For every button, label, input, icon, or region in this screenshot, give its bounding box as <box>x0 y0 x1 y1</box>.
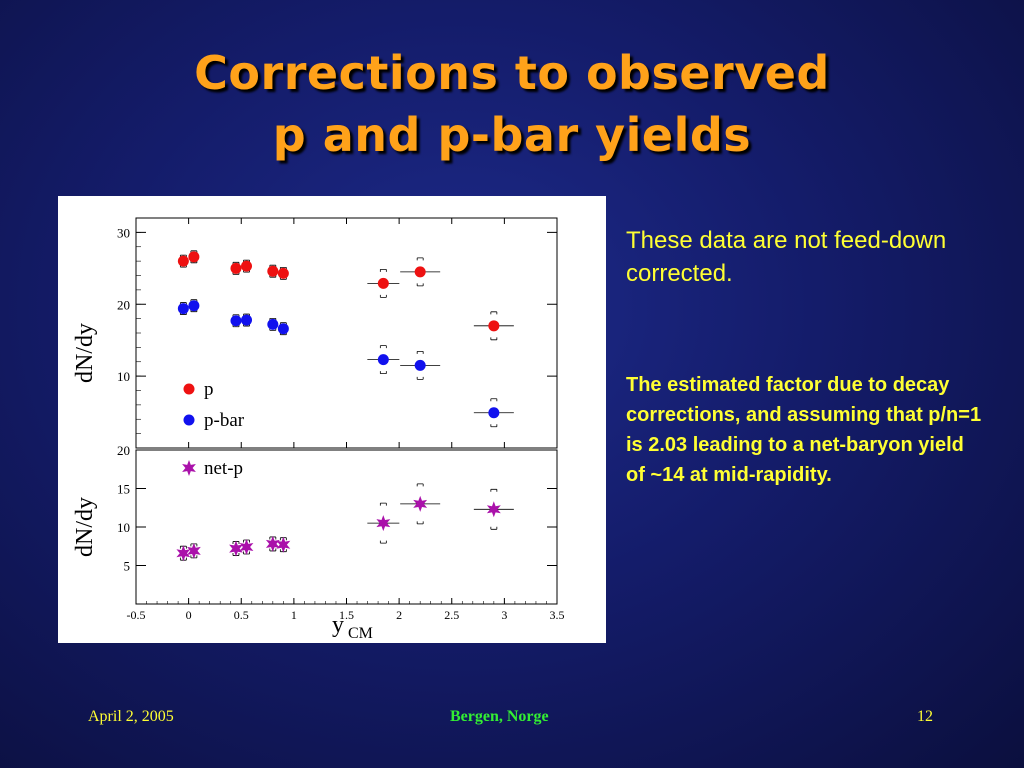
data-point-p <box>188 251 200 263</box>
systematic-error-bracket <box>232 261 240 275</box>
data-point-p-bar <box>488 407 500 419</box>
systematic-error-bracket <box>190 299 198 313</box>
legend-label-net-p: net-p <box>204 458 243 479</box>
data-point-p <box>267 265 279 277</box>
legend-marker-net-p <box>182 460 196 476</box>
systematic-error-bracket <box>243 259 250 273</box>
data-point-p-bar <box>177 303 189 315</box>
data-point-net-p <box>265 535 280 552</box>
systematic-error-bracket <box>379 269 387 298</box>
data-point-p <box>488 320 500 332</box>
feed-down-note: These data are not feed-down corrected. <box>626 227 947 287</box>
x-tick-label: -0.5 <box>127 608 146 622</box>
x-tick-label: 1.5 <box>339 608 354 622</box>
systematic-error-bracket <box>490 398 498 428</box>
y-tick-label-top: 20 <box>117 297 130 312</box>
data-point-p <box>414 266 426 278</box>
data-point-p <box>177 255 189 267</box>
data-point-net-p <box>486 501 501 518</box>
footer-page-number: 12 <box>917 708 933 725</box>
data-point-p-bar <box>377 354 389 366</box>
systematic-error-bracket <box>416 483 424 525</box>
systematic-error-bracket <box>279 266 287 280</box>
systematic-error-bracket <box>269 317 277 331</box>
x-tick-label: 2.5 <box>444 608 459 622</box>
y-tick-label-top: 10 <box>117 369 130 384</box>
y-tick-label-top: 30 <box>117 225 130 240</box>
x-axis-label: y <box>332 612 344 638</box>
systematic-error-bracket <box>490 311 498 341</box>
y-tick-label-bottom: 5 <box>124 559 131 574</box>
systematic-error-bracket <box>416 257 424 287</box>
data-point-net-p <box>239 539 254 555</box>
footer-date: April 2, 2005 <box>88 708 174 725</box>
data-point-p <box>230 262 242 274</box>
chart-panel: -0.5 0 0.5 1 1.5 2 2.5 3 3.5 10 20 30 5 10 15 20 dN/dy dN… <box>58 196 606 643</box>
data-point-net-p <box>187 542 201 559</box>
title-line-2: p and p-bar yields <box>272 108 752 162</box>
data-point-p <box>377 277 389 289</box>
systematic-error-bracket <box>279 322 287 336</box>
yield-chart: -0.5 0 0.5 1 1.5 2 2.5 3 3.5 10 20 30 5 10 15 20 dN/dy dN… <box>72 217 565 642</box>
data-point-p <box>241 260 253 272</box>
systematic-error-bracket <box>379 502 387 544</box>
x-tick-label: 3 <box>501 608 507 622</box>
systematic-error-bracket <box>416 350 424 380</box>
y-tick-label-bottom: 20 <box>117 443 130 458</box>
correction-factor-note: The estimated factor due to decay correc… <box>626 374 982 486</box>
x-tick-label: 0.5 <box>234 608 249 622</box>
systematic-error-bracket <box>190 250 198 264</box>
data-point-p-bar <box>414 359 426 371</box>
data-point-p-bar <box>188 300 200 312</box>
systematic-error-bracket <box>379 345 387 374</box>
x-tick-label: 3.5 <box>550 608 565 622</box>
slide-title: Corrections to observed p and p-bar yiel… <box>0 42 1024 166</box>
data-point-net-p <box>376 515 391 532</box>
legend-label-p: p <box>204 379 214 400</box>
y-tick-label-bottom: 15 <box>117 482 130 497</box>
bottom-panel-frame <box>135 449 558 605</box>
title-line-1: Corrections to observed <box>194 46 830 100</box>
x-tick-label: 2 <box>396 608 402 622</box>
data-point-net-p <box>176 545 191 562</box>
legend-label-p-bar: p-bar <box>204 410 245 431</box>
systematic-error-bracket <box>179 302 187 315</box>
y-tick-label-bottom: 10 <box>117 520 130 535</box>
data-point-p-bar <box>267 318 279 330</box>
legend-marker-p-bar <box>183 414 195 426</box>
data-point-p-bar <box>277 323 289 335</box>
data-point-p-bar <box>241 314 253 326</box>
data-point-net-p <box>276 536 291 553</box>
footer-venue: Bergen, Norge <box>450 708 549 725</box>
legend-marker-p <box>183 383 195 395</box>
x-tick-label: 1 <box>291 608 297 622</box>
systematic-error-bracket <box>232 314 240 328</box>
systematic-error-bracket <box>179 254 187 268</box>
systematic-error-bracket <box>490 488 498 530</box>
y-axis-label-bottom: dN/dy <box>72 497 98 557</box>
x-tick-label: 0 <box>186 608 192 622</box>
data-point-net-p <box>229 540 243 557</box>
data-point-p-bar <box>230 315 242 327</box>
x-axis-label-subscript: CM <box>348 625 373 642</box>
y-axis-label-top: dN/dy <box>72 323 98 383</box>
data-point-p <box>277 267 289 279</box>
systematic-error-bracket <box>243 313 250 327</box>
systematic-error-bracket <box>269 264 277 278</box>
data-point-net-p <box>413 495 428 512</box>
